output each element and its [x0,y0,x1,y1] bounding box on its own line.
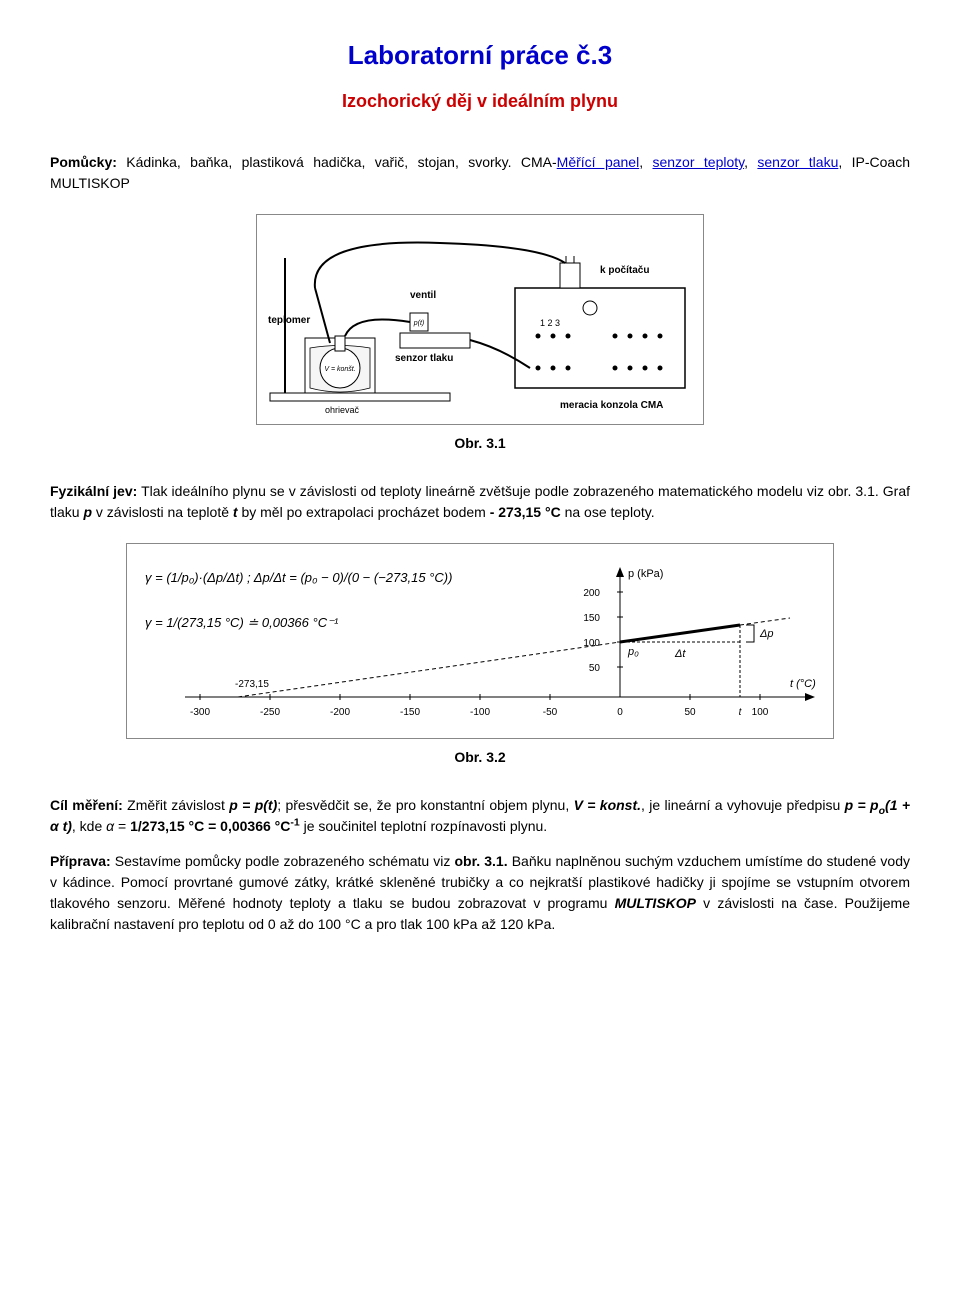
priprava-label: Příprava: [50,853,111,869]
fig2-dp: Δp [759,628,774,640]
cil-t3: , je lineární a vyhovuje předpisu [641,797,845,813]
apparatus-diagram-icon: V = konšt. teplomer p(t) ventil senzor t… [260,218,700,418]
yt: 50 [589,663,601,674]
fig1-V-label: V = konšt. [324,366,355,373]
xt: 0 [617,707,623,718]
xt: -250 [260,707,280,718]
prip-prog: MULTISKOP [615,895,696,911]
fig2-xlabel: t (°C) [790,678,816,690]
fyzikalni-paragraph: Fyzikální jev: Tlak ideálního plynu se v… [50,481,910,523]
page-subtitle: Izochorický děj v ideálním plynu [50,91,910,112]
priprava-paragraph: Příprava: Sestavíme pomůcky podle zobraz… [50,851,910,935]
fig2-dt: Δt [674,648,686,660]
fyzikalni-label: Fyzikální jev: [50,483,137,499]
fig2-p0: p₀ [627,646,639,658]
fig1-p-label: p(t) [413,320,425,327]
fig1-teplomer-label: teplomer [268,315,310,326]
yt: 200 [583,588,600,599]
yt: 150 [583,613,600,624]
fig1-ventil-label: ventil [410,290,436,301]
fig2-eq1: γ = (1/p₀)·(Δp/Δt) ; Δp/Δt = (p₀ − 0)/(0… [145,570,452,585]
fyz-t3: by měl po extrapolaci procházet bodem [238,504,490,520]
fyz-t4: na ose teploty. [561,504,655,520]
xt: 50 [684,707,696,718]
cil-paragraph: Cíl měření: Změřit závislost p = p(t); p… [50,795,910,837]
pomucky-label: Pomůcky: [50,154,117,170]
fig1-konzola-label: meracia konzola CMA [560,400,663,411]
figure-2-box: γ = (1/p₀)·(Δp/Δt) ; Δp/Δt = (p₀ − 0)/(0… [126,543,834,739]
cil-eq2: V = konst. [574,797,641,813]
fig2-27315: -273,15 [235,679,269,690]
pomucky-paragraph: Pomůcky: Kádinka, baňka, plastiková hadi… [50,152,910,194]
link-senzor-teploty[interactable]: senzor teploty [652,154,744,170]
fig1-ohrievac-label: ohrievač [325,405,360,415]
xt: -100 [470,707,490,718]
figure-1: V = konšt. teplomer p(t) ventil senzor t… [50,214,910,425]
xt: -300 [190,707,210,718]
fyz-p: p [83,504,92,520]
cil-t2: ; přesvědčit se, že pro konstantní objem… [277,797,573,813]
figure-2-caption: Obr. 3.2 [50,749,910,765]
xt: 100 [752,707,769,718]
figure-1-caption: Obr. 3.1 [50,435,910,451]
fig2-ylabel: p (kPa) [628,568,663,580]
cil-val1: 1/273,15 °C = 0,00366 °C-1 [130,818,300,834]
xt: -150 [400,707,420,718]
pomucky-text: Kádinka, baňka, plastiková hadička, vaři… [117,154,557,170]
page-title: Laboratorní práce č.3 [50,40,910,71]
fig1-senzor-label: senzor tlaku [395,353,453,364]
fyz-t2: v závislosti na teplotě [92,504,233,520]
link-senzor-tlaku[interactable]: senzor tlaku [757,154,838,170]
figure-2: γ = (1/p₀)·(Δp/Δt) ; Δp/Δt = (p₀ − 0)/(0… [50,543,910,739]
sep: , [744,154,757,170]
cil-eq1: p = p(t) [229,797,277,813]
xt: -200 [330,707,350,718]
prip-ref: obr. 3.1. [455,853,508,869]
cil-t4: , kde [72,818,106,834]
fyz-val: - 273,15 °C [490,504,561,520]
graph-diagram-icon: γ = (1/p₀)·(Δp/Δt) ; Δp/Δt = (p₀ − 0)/(0… [130,547,830,732]
cil-alpha: α [106,818,114,834]
xt: -50 [543,707,558,718]
cil-t1: Změřit závislost [123,797,229,813]
link-merici-panel[interactable]: Měřící panel [557,154,640,170]
figure-1-box: V = konšt. teplomer p(t) ventil senzor t… [256,214,704,425]
cil-t6: je součinitel teplotní rozpínavosti plyn… [300,818,547,834]
cil-label: Cíl měření: [50,797,123,813]
fig1-kpocitacu-label: k počítaču [600,265,649,276]
fig2-eq2: γ = 1/(273,15 °C) ≐ 0,00366 °C⁻¹ [145,615,339,630]
cil-t5: = [114,818,130,834]
prip-t1: Sestavíme pomůcky podle zobrazeného sché… [111,853,455,869]
fig1-nums: 1 2 3 [540,318,560,328]
sep: , [639,154,652,170]
